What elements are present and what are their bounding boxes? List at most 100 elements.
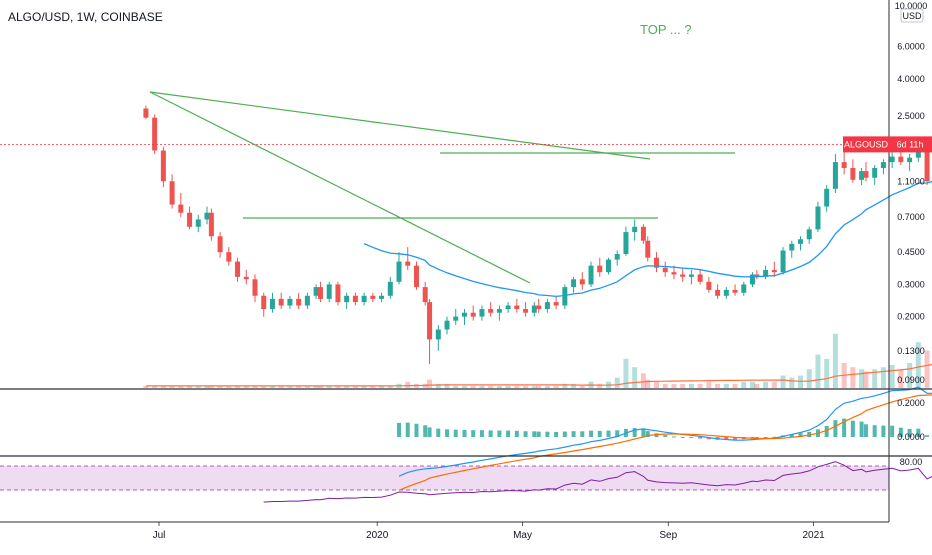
signal-line [398,394,932,491]
candle-body [750,274,756,285]
candle-body [907,157,913,163]
macd-histogram-bar [423,425,428,437]
macd-histogram-bar [606,430,611,437]
candle-body [798,239,804,244]
usd-unit-label: USD [900,8,924,23]
volume-bar [152,385,158,388]
macd-histogram-bar [632,428,637,437]
candle-body [370,295,376,299]
macd-histogram-bar [689,437,694,439]
volume-bar [313,385,319,388]
macd-histogram-bar [488,430,493,437]
volume-bar [531,385,537,388]
volume-bar [688,383,694,388]
candle-body [789,243,795,251]
volume-bar [623,358,629,388]
macd-histogram-bar [523,431,528,437]
time-tick-label: 2020 [366,530,389,541]
top-annotation[interactable]: TOP ... ? [640,22,692,37]
volume-bar [571,383,577,388]
volume-bar [278,385,284,388]
macd-histogram-bar [562,431,567,437]
trendlines[interactable] [149,91,735,284]
volume-bar [872,369,878,388]
volume-bar [859,369,865,388]
candle-body [488,309,494,313]
volume-bar [453,385,459,388]
trendline-steep[interactable] [149,91,531,284]
candle-body [514,305,520,310]
candle-body [396,261,402,282]
candle-body [924,149,930,182]
macd-histogram-bar [462,429,467,437]
candle-body [732,289,738,293]
candle-body [304,295,310,306]
candle-body [806,229,812,240]
candle-body [531,305,537,313]
candle-body [313,287,319,296]
macd-pane [397,386,932,491]
macd-histogram-bar [850,420,855,437]
price-tick-label: 4.0000 [897,74,925,84]
candle-body [562,287,568,306]
macd-histogram-bar [641,428,646,437]
volume-bar [750,381,756,388]
candle-body [859,171,865,180]
candle-body [697,274,703,282]
time-axis[interactable]: Jul2020MaySep2021MaySep2022MaySep2023 [153,522,932,541]
macd-tick-label: 0.2000 [897,398,925,408]
candle-body [352,295,358,303]
candle-body [715,289,721,296]
price-axis[interactable]: 10.00006.00004.00002.50001.80001.10000.7… [895,1,928,467]
macd-histogram-bar [532,431,537,437]
candle-body [553,302,559,306]
candle-body [763,269,769,277]
macd-histogram-bar [571,431,576,437]
candle-body [178,204,184,213]
macd-histogram-bar [597,430,602,437]
candle-body [344,295,350,303]
volume-bar [235,385,241,388]
volume-bar [479,385,485,388]
time-tick-label: Sep [659,530,677,541]
volume-bar [815,354,821,388]
macd-histogram-bar [405,422,410,437]
volume-bar [889,365,895,388]
candle-body [261,295,267,310]
volume-bar [880,367,886,388]
candle-body [832,162,838,189]
volume-bar [287,385,293,388]
candle-body [453,316,459,321]
volume-bar [361,385,367,388]
price-tick-label: 0.7000 [897,212,925,222]
macd-histogram-bar [750,437,755,439]
volume-bar [379,385,385,388]
volume-bar [370,385,376,388]
price-tag: ALGOUSD 6d 11h [843,136,932,153]
candle-body [505,305,511,310]
macd-histogram-bar [414,423,419,437]
macd-histogram-bar [907,428,912,437]
volume-bar [671,383,677,388]
candle-body [435,329,441,340]
candle-body [387,281,393,296]
candle-body [422,287,428,303]
usd-label: USD [902,11,922,21]
candle-body [605,259,611,273]
volume-bar [217,385,223,388]
candle-body [496,309,502,313]
candle-body [863,171,869,178]
volume-bar [435,383,441,388]
volume-bar [352,385,358,388]
macd-histogram-bar [872,425,877,437]
macd-histogram-bar [724,437,729,440]
trendline-descending[interactable] [149,91,651,160]
candle-body [780,250,786,273]
volume-bar [544,385,550,388]
volume-bar [789,377,795,388]
candle-body [143,108,149,118]
volume-bar [680,383,686,388]
volume-bar [662,383,668,388]
